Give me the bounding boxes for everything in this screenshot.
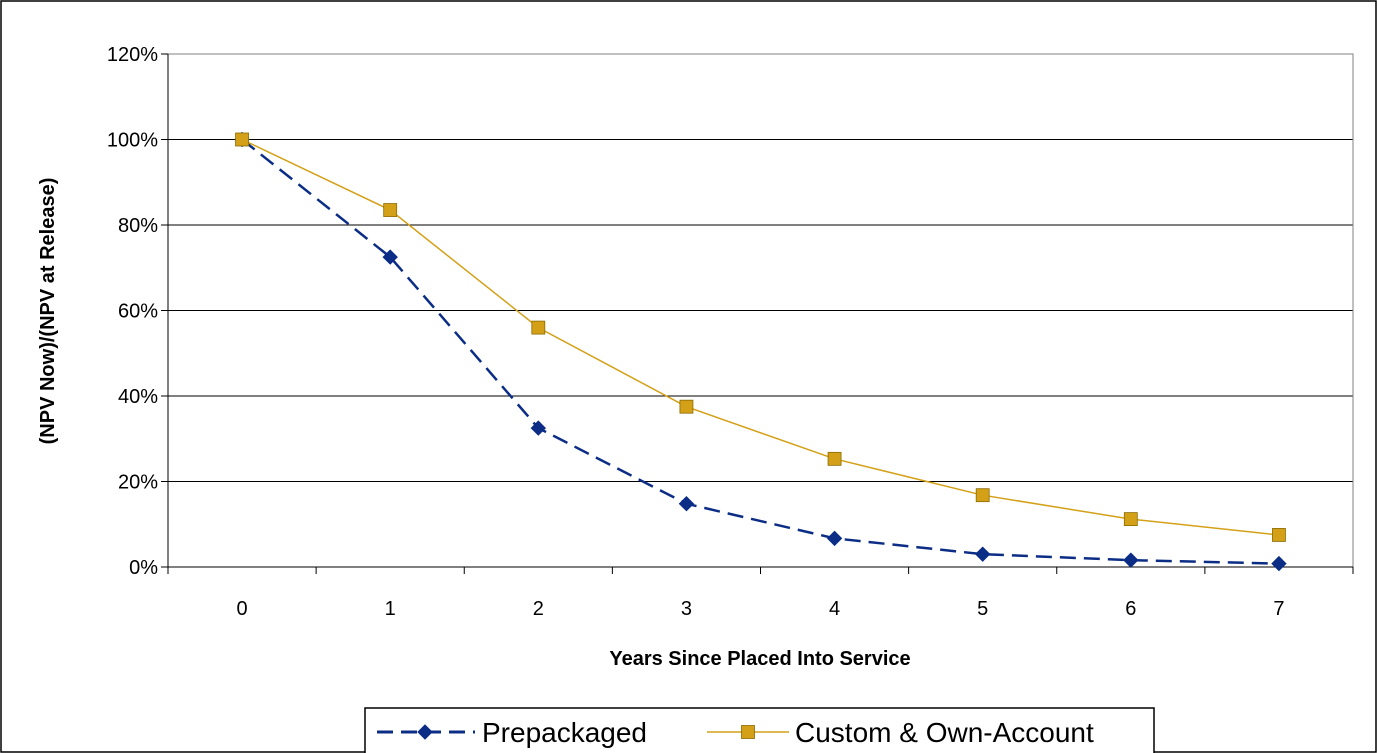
data-point	[383, 203, 398, 217]
series-line	[241, 138, 1280, 536]
data-point	[827, 451, 842, 466]
y-axis-title: (NPV Now)/(NPV at Release)	[37, 178, 59, 445]
x-tick-label: 7	[1273, 598, 1284, 620]
data-point	[1272, 528, 1286, 542]
y-tick-label: 20%	[118, 472, 158, 494]
y-tick-label: 0%	[129, 557, 158, 579]
data-point	[382, 249, 398, 265]
data-point	[530, 420, 547, 436]
x-tick-label: 0	[237, 598, 248, 620]
x-tick-label: 2	[533, 598, 544, 620]
data-point	[975, 488, 990, 503]
series-line	[241, 138, 1279, 565]
x-axis-title: Years Since Placed Into Service	[609, 648, 910, 670]
legend-label: Custom & Own-Account	[795, 717, 1094, 748]
data-point	[1123, 512, 1138, 527]
legend-label: Prepackaged	[482, 717, 647, 748]
data-point	[235, 132, 249, 147]
legend: Prepackaged Custom & Own-Account	[364, 707, 1155, 753]
legend-item: Prepackaged	[377, 717, 647, 748]
legend-item: Custom & Own-Account	[707, 717, 1094, 748]
x-tick-label: 5	[977, 598, 988, 620]
data-point	[679, 399, 694, 414]
x-tick-label: 3	[681, 598, 692, 620]
y-tick-label: 100%	[107, 130, 158, 152]
data-point	[531, 320, 546, 335]
legend-box	[364, 707, 1155, 753]
data-point	[1123, 552, 1139, 568]
x-tick-label: 6	[1125, 598, 1136, 620]
x-tick-label: 4	[829, 598, 840, 620]
y-tick-label: 120%	[107, 44, 158, 66]
gridlines	[168, 139, 1353, 482]
series-layer	[234, 131, 1287, 572]
data-point	[826, 530, 843, 547]
y-tick-label: 60%	[118, 301, 158, 323]
series-custom-own-account	[235, 132, 1286, 542]
x-axis-ticks: 0 1 2 3 4 5 6 7	[167, 566, 1354, 620]
data-point	[1271, 555, 1287, 572]
x-tick-label: 1	[385, 598, 396, 620]
legend-marker	[417, 724, 433, 740]
data-point	[974, 546, 991, 562]
y-tick-label: 40%	[118, 386, 158, 408]
data-point	[678, 496, 695, 512]
y-axis-ticks: 0% 20% 40% 60% 80% 100% 120%	[107, 44, 169, 579]
y-tick-label: 80%	[118, 215, 158, 237]
legend-marker	[741, 725, 755, 739]
